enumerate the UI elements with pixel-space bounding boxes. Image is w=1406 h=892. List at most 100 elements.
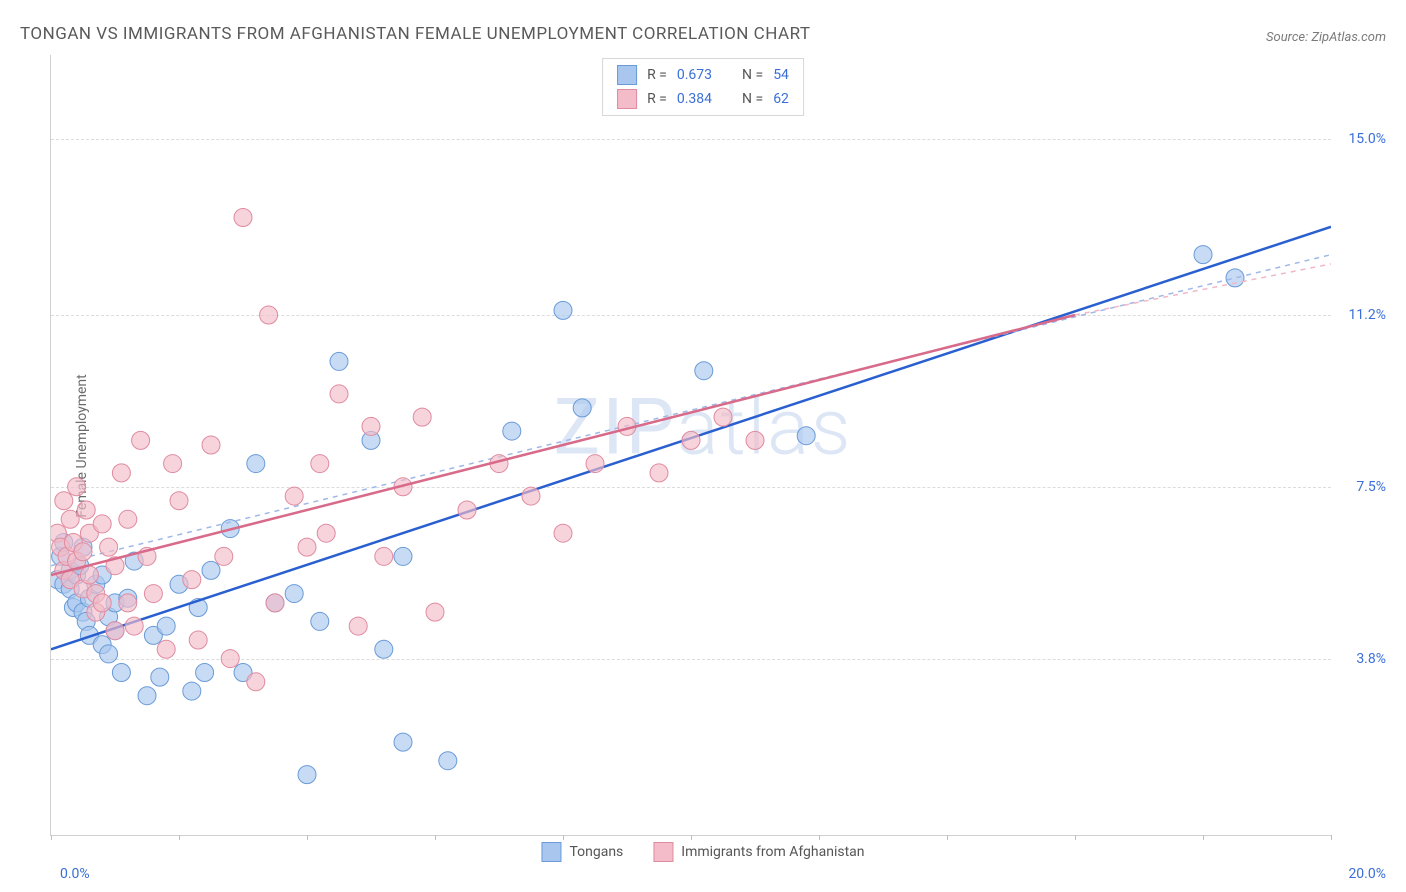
scatter-point (285, 585, 303, 603)
scatter-point (189, 631, 207, 649)
scatter-point (151, 668, 169, 686)
scatter-point (330, 385, 348, 403)
scatter-point (157, 617, 175, 635)
scatter-point (247, 455, 265, 473)
scatter-point (157, 640, 175, 658)
scatter-point (573, 399, 591, 417)
x-tick (435, 835, 436, 840)
scatter-point (80, 566, 98, 584)
scatter-point (74, 543, 92, 561)
scatter-point (234, 209, 252, 227)
scatter-point (375, 640, 393, 658)
y-tick-label: 11.2% (1348, 307, 1386, 323)
scatter-point (311, 612, 329, 630)
scatter-point (144, 585, 162, 603)
scatter-point (132, 431, 150, 449)
source-site: ZipAtlas.com (1311, 30, 1386, 45)
correlation-legend: R =0.673N =54R =0.384N =62 (602, 58, 804, 116)
series-legend-item: Tongans (541, 842, 623, 862)
scatter-point (317, 524, 335, 542)
x-tick (947, 835, 948, 840)
x-tick (563, 835, 564, 840)
scatter-point (183, 682, 201, 700)
scatter-point (183, 571, 201, 589)
scatter-point (797, 427, 815, 445)
scatter-point (503, 422, 521, 440)
correlation-legend-row: R = 0.673 N = 54 (617, 65, 789, 85)
scatter-point (298, 766, 316, 784)
x-tick (51, 835, 52, 840)
scatter-point (119, 594, 137, 612)
scatter-point (1226, 269, 1244, 287)
scatter-point (170, 492, 188, 510)
x-axis-min-label: 0.0% (60, 866, 90, 882)
x-tick (1331, 835, 1332, 840)
legend-r-label: R = (647, 67, 667, 83)
scatter-point (100, 538, 118, 556)
scatter-point (106, 622, 124, 640)
scatter-point (1194, 246, 1212, 264)
x-tick (1075, 835, 1076, 840)
scatter-point (215, 547, 233, 565)
scatter-point (746, 431, 764, 449)
scatter-point (330, 352, 348, 370)
legend-n-label: N = (742, 67, 763, 83)
scatter-point (554, 301, 572, 319)
scatter-point (202, 561, 220, 579)
legend-r-value: 0.384 (677, 91, 712, 107)
legend-swatch (617, 89, 637, 109)
scatter-point (714, 408, 732, 426)
x-tick (307, 835, 308, 840)
scatter-point (394, 547, 412, 565)
scatter-point (650, 464, 668, 482)
scatter-point (119, 510, 137, 528)
legend-swatch (541, 842, 561, 862)
series-legend: Tongans Immigrants from Afghanistan (541, 842, 864, 862)
scatter-point (695, 362, 713, 380)
legend-r-value: 0.673 (677, 67, 712, 83)
scatter-point (285, 487, 303, 505)
scatter-point (77, 501, 95, 519)
scatter-point (682, 431, 700, 449)
scatter-point (112, 464, 130, 482)
legend-r-label: R = (647, 91, 667, 107)
scatter-point (298, 538, 316, 556)
y-tick-label: 15.0% (1348, 131, 1386, 147)
y-tick-label: 3.8% (1356, 651, 1386, 667)
scatter-point (394, 733, 412, 751)
chart-title: TONGAN VS IMMIGRANTS FROM AFGHANISTAN FE… (20, 24, 811, 44)
scatter-point (61, 510, 79, 528)
scatter-point (349, 617, 367, 635)
scatter-point (221, 650, 239, 668)
scatter-point (247, 673, 265, 691)
scatter-point (138, 687, 156, 705)
legend-n-value: 54 (773, 67, 789, 83)
scatter-point (68, 478, 86, 496)
scatter-point (202, 436, 220, 454)
legend-swatch (653, 842, 673, 862)
scatter-point (125, 617, 143, 635)
series-legend-label: Immigrants from Afghanistan (681, 844, 864, 860)
scatter-point (413, 408, 431, 426)
scatter-point (362, 417, 380, 435)
scatter-point (112, 664, 130, 682)
source-attribution: Source: ZipAtlas.com (1266, 30, 1386, 45)
series-legend-label: Tongans (569, 844, 623, 860)
x-tick (691, 835, 692, 840)
x-axis-max-label: 20.0% (1348, 866, 1386, 882)
scatter-point (458, 501, 476, 519)
chart-svg (51, 55, 1331, 835)
scatter-point (266, 594, 284, 612)
scatter-point (100, 645, 118, 663)
scatter-point (439, 752, 457, 770)
chart-plot-area (50, 55, 1331, 836)
correlation-legend-row: R =0.384N =62 (617, 89, 789, 109)
x-tick (819, 835, 820, 840)
x-tick (1203, 835, 1204, 840)
x-tick (179, 835, 180, 840)
scatter-point (375, 547, 393, 565)
scatter-point (311, 455, 329, 473)
scatter-point (55, 492, 73, 510)
y-tick-label: 7.5% (1356, 479, 1386, 495)
trend-dash (51, 255, 1331, 566)
